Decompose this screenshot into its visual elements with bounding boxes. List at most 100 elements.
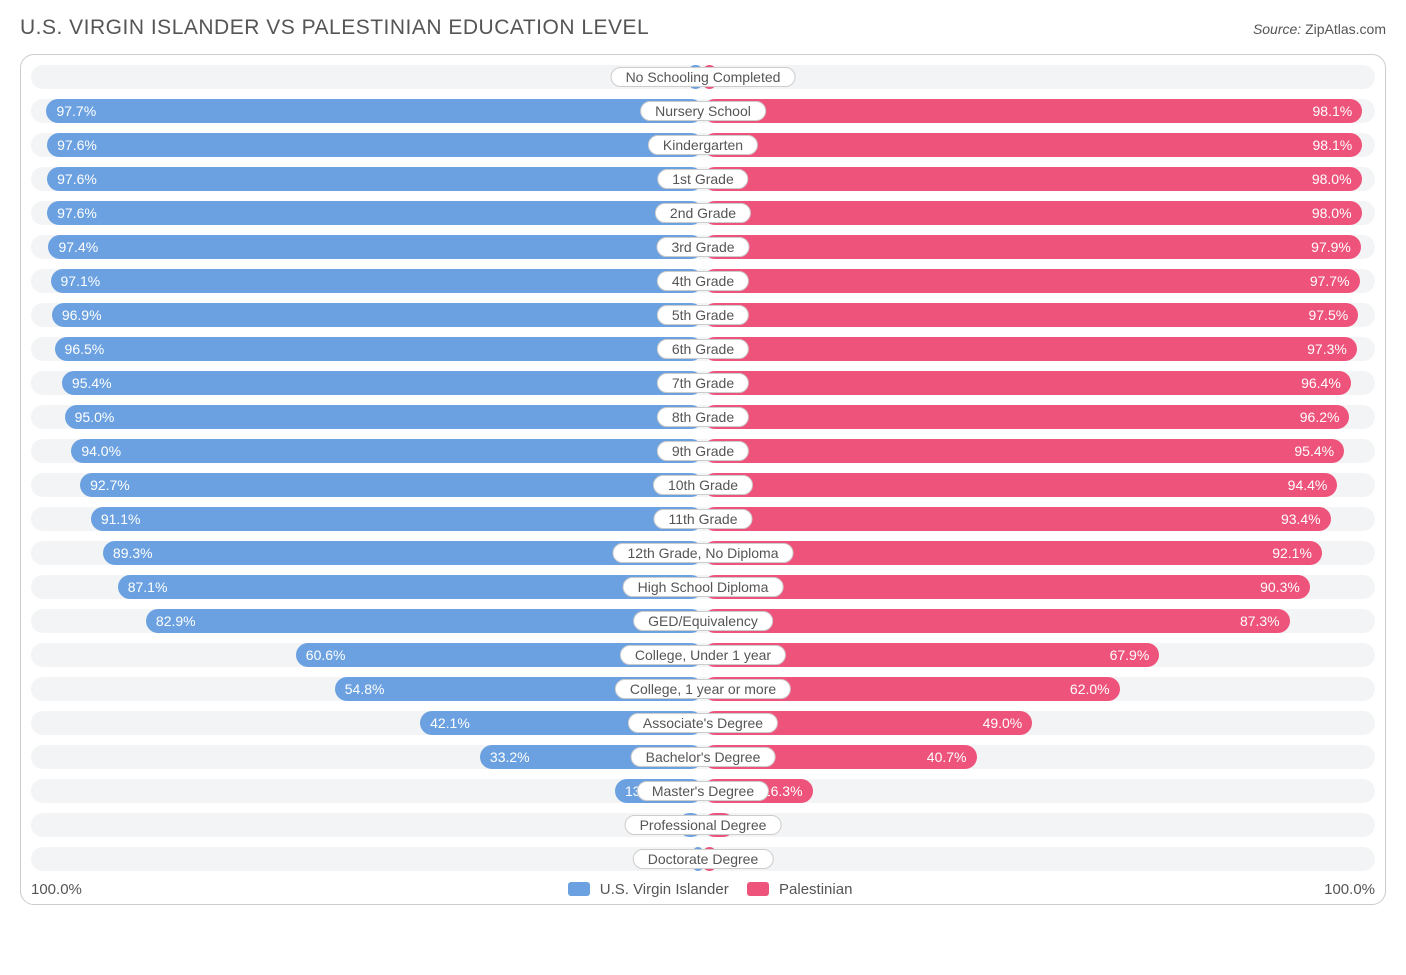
source-value: ZipAtlas.com [1305, 21, 1386, 37]
category-pill: Doctorate Degree [633, 849, 774, 869]
chart-row: 3.7%4.8%Professional Degree [31, 813, 1375, 837]
legend-label-left: U.S. Virgin Islander [600, 881, 729, 898]
bar-right-value: 97.7% [1310, 269, 1350, 293]
chart-row: 87.1%90.3%High School Diploma [31, 575, 1375, 599]
category-pill: 8th Grade [657, 407, 749, 427]
bar-left [62, 371, 703, 395]
category-pill: Nursery School [640, 101, 766, 121]
bar-left-value: 96.9% [62, 303, 102, 327]
category-pill: High School Diploma [623, 577, 784, 597]
category-pill: No Schooling Completed [611, 67, 796, 87]
bar-right-value: 92.1% [1272, 541, 1312, 565]
bar-right-value: 98.0% [1312, 167, 1352, 191]
chart-row: 1.5%2.0%Doctorate Degree [31, 847, 1375, 871]
legend-swatch-right [747, 882, 769, 896]
chart-row: 89.3% 92.1% 12th Grade, No Diploma [31, 541, 1375, 565]
bar-right [703, 337, 1357, 361]
bar-left-value: 97.6% [57, 167, 97, 191]
axis-left-max: 100.0% [31, 881, 82, 898]
bar-left-value: 91.1% [101, 507, 141, 531]
chart-row: 97.6%98.1%Kindergarten [31, 133, 1375, 157]
bar-left-value: 97.6% [57, 201, 97, 225]
bar-right [703, 541, 1322, 565]
bar-right-value: 40.7% [927, 745, 967, 769]
category-pill: College, Under 1 year [620, 645, 786, 665]
bar-right-value: 94.4% [1288, 473, 1328, 497]
bar-left-value: 42.1% [430, 711, 470, 735]
bar-right-value: 67.9% [1110, 643, 1150, 667]
bar-left-value: 97.4% [58, 235, 98, 259]
category-pill: 3rd Grade [656, 237, 749, 257]
legend-swatch-left [568, 882, 590, 896]
bar-left [51, 269, 704, 293]
bar-right [703, 575, 1310, 599]
bar-right [703, 405, 1349, 429]
chart-row: 96.9%97.5%5th Grade [31, 303, 1375, 327]
bar-left [47, 201, 703, 225]
bar-right [703, 609, 1290, 633]
category-pill: Master's Degree [637, 781, 769, 801]
bar-right [703, 303, 1358, 327]
chart-title: U.S. VIRGIN ISLANDER VS PALESTINIAN EDUC… [20, 16, 649, 40]
bar-left [52, 303, 703, 327]
chart-row: 97.6% 98.0% 1st Grade [31, 167, 1375, 191]
category-pill: 2nd Grade [655, 203, 751, 223]
chart-row: 94.0%95.4%9th Grade [31, 439, 1375, 463]
bar-right-value: 97.3% [1307, 337, 1347, 361]
chart-row: 54.8%62.0%College, 1 year or more [31, 677, 1375, 701]
bar-right [703, 371, 1351, 395]
source-label: Source: [1253, 21, 1301, 37]
category-pill: Associate's Degree [628, 713, 778, 733]
bar-left [118, 575, 703, 599]
bar-left-value: 97.7% [56, 99, 96, 123]
chart-legend: U.S. Virgin Islander Palestinian [82, 881, 1324, 898]
chart-row: 2.3%1.9%No Schooling Completed [31, 65, 1375, 89]
bar-right [703, 99, 1362, 123]
bar-left-value: 95.0% [75, 405, 115, 429]
chart-row: 82.9%87.3%GED/Equivalency [31, 609, 1375, 633]
category-pill: 6th Grade [657, 339, 749, 359]
category-pill: GED/Equivalency [633, 611, 773, 631]
bar-right [703, 167, 1362, 191]
category-pill: 9th Grade [657, 441, 749, 461]
chart-row: 97.4%97.9%3rd Grade [31, 235, 1375, 259]
bar-left-value: 89.3% [113, 541, 153, 565]
bar-left-value: 94.0% [81, 439, 121, 463]
bar-right [703, 507, 1331, 531]
category-pill: 4th Grade [657, 271, 749, 291]
bar-left-value: 96.5% [65, 337, 105, 361]
chart-row: 97.7% 98.1% Nursery School [31, 99, 1375, 123]
bar-right-value: 90.3% [1260, 575, 1300, 599]
bar-right-value: 49.0% [983, 711, 1023, 735]
bar-left [71, 439, 703, 463]
chart-row: 42.1% 49.0% Associate's Degree [31, 711, 1375, 735]
bar-left-value: 82.9% [156, 609, 196, 633]
category-pill: Professional Degree [625, 815, 782, 835]
chart-row: 95.0% 96.2% 8th Grade [31, 405, 1375, 429]
bar-right-value: 97.5% [1308, 303, 1348, 327]
bar-left-value: 60.6% [306, 643, 346, 667]
bar-right-value: 98.1% [1313, 133, 1353, 157]
bar-right-value: 98.1% [1313, 99, 1353, 123]
bar-right-value: 93.4% [1281, 507, 1321, 531]
bar-right [703, 269, 1360, 293]
bar-left [47, 167, 703, 191]
bar-right [703, 235, 1361, 259]
category-pill: College, 1 year or more [615, 679, 791, 699]
bar-right [703, 439, 1344, 463]
bar-left-value: 97.1% [61, 269, 101, 293]
bar-right-value: 96.2% [1300, 405, 1340, 429]
category-pill: 12th Grade, No Diploma [613, 543, 794, 563]
diverging-bar-chart: 2.3%1.9%No Schooling Completed 97.7% 98.1%… [20, 54, 1386, 905]
bar-left-value: 97.6% [57, 133, 97, 157]
bar-left [55, 337, 703, 361]
chart-footer: 100.0% U.S. Virgin Islander Palestinian … [31, 881, 1375, 898]
bar-right [703, 473, 1337, 497]
category-pill: 1st Grade [657, 169, 748, 189]
category-pill: Bachelor's Degree [631, 747, 776, 767]
chart-row: 60.6% 67.9% College, Under 1 year [31, 643, 1375, 667]
bar-right [703, 133, 1362, 157]
bar-left-value: 95.4% [72, 371, 112, 395]
bar-left [91, 507, 703, 531]
bar-left [46, 99, 703, 123]
